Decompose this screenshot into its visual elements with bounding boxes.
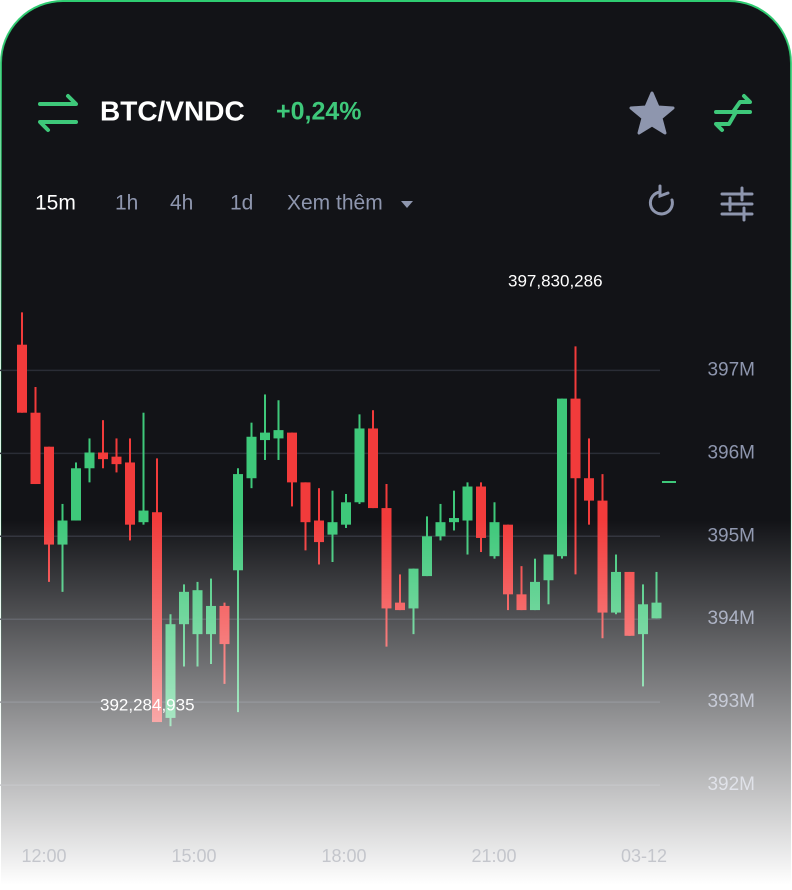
candle-body bbox=[476, 486, 486, 538]
y-tick-label: 397M bbox=[707, 359, 755, 380]
candle-body bbox=[138, 510, 149, 523]
candle-body bbox=[84, 452, 95, 469]
candle-body bbox=[300, 482, 311, 523]
refresh-icon[interactable] bbox=[648, 184, 674, 216]
x-tick-label: 15:00 bbox=[171, 846, 216, 866]
high-annotation: 397,830,286 bbox=[508, 271, 603, 290]
price-change: +0,24% bbox=[276, 98, 362, 126]
timeframe-tab[interactable]: 4h bbox=[170, 192, 193, 215]
candle-body bbox=[341, 502, 351, 525]
candle-body bbox=[557, 398, 567, 557]
candle-body bbox=[44, 446, 54, 545]
candle-body bbox=[354, 428, 365, 503]
dropdown-caret[interactable] bbox=[401, 201, 413, 208]
timeframe-tab[interactable]: 15m bbox=[35, 192, 76, 215]
x-tick-label: 12:00 bbox=[21, 846, 66, 866]
settings-icon[interactable] bbox=[720, 186, 754, 222]
timeframe-tab[interactable]: 1d bbox=[230, 192, 253, 215]
swap-icon[interactable] bbox=[38, 94, 78, 132]
pair-name[interactable]: BTC/VNDC bbox=[100, 95, 245, 126]
candle-body bbox=[260, 432, 270, 441]
chart-switch-icon[interactable] bbox=[714, 94, 752, 132]
candle-body bbox=[246, 436, 257, 479]
candle-body bbox=[462, 486, 473, 521]
candle-body bbox=[570, 398, 581, 479]
candle-body bbox=[584, 478, 594, 501]
candle-body bbox=[71, 468, 81, 521]
candle-body bbox=[287, 432, 297, 483]
favorite-star[interactable] bbox=[629, 91, 675, 135]
candle-body bbox=[125, 462, 135, 525]
candle-body bbox=[111, 456, 122, 465]
x-axis: 12:00 15:00 18:00 21:00 03-12 bbox=[21, 846, 667, 866]
candle-body bbox=[98, 452, 108, 460]
candle-body bbox=[17, 344, 27, 413]
y-tick-label: 396M bbox=[707, 442, 755, 463]
candle-body bbox=[368, 428, 378, 509]
candle-body bbox=[273, 430, 284, 439]
x-tick-label: 18:00 bbox=[321, 846, 366, 866]
timeframe-tab[interactable]: 1h bbox=[115, 192, 138, 215]
bottom-fade bbox=[0, 520, 792, 885]
x-tick-label: 21:00 bbox=[471, 846, 516, 866]
x-tick-label: 03-12 bbox=[621, 846, 667, 866]
more-timeframes[interactable]: Xem thêm bbox=[287, 192, 383, 215]
candle-body bbox=[30, 412, 41, 485]
